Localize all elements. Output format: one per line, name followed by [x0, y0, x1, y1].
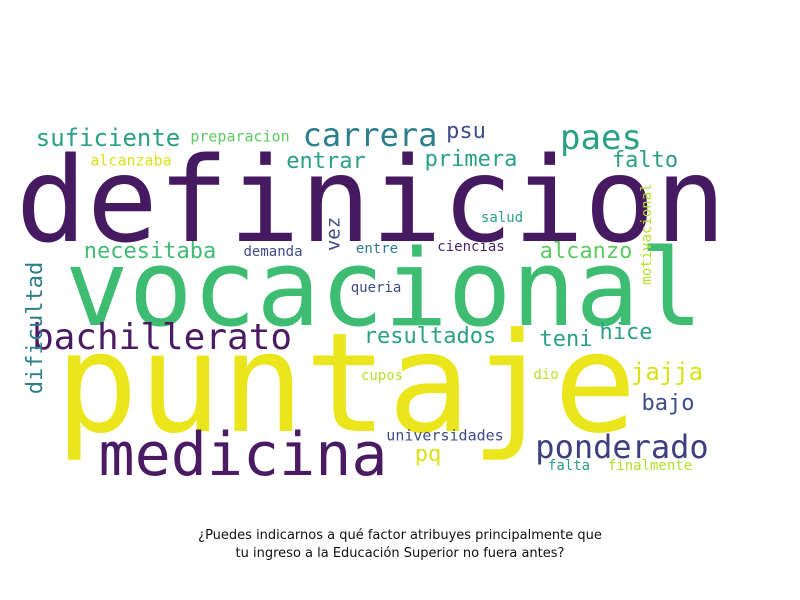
word-resultados: resultados: [363, 324, 497, 349]
word-ciencias: ciencias: [437, 239, 505, 255]
word-preparacion: preparacion: [190, 127, 290, 146]
word-finalmente: finalmente: [607, 458, 693, 474]
word-psu: psu: [446, 119, 486, 144]
word-motivacional: motivacional: [639, 183, 655, 285]
word-entrar: entrar: [286, 149, 366, 174]
word-bajo: bajo: [641, 391, 695, 416]
word-universidades: universidades: [386, 426, 504, 445]
word-alcanzo: alcanzo: [539, 239, 633, 264]
word-dio: dio: [533, 367, 559, 383]
word-jajja: jajja: [630, 358, 704, 386]
word-teni: teni: [539, 327, 593, 352]
word-alcanzaba: alcanzaba: [90, 151, 172, 170]
word-primera: primera: [424, 147, 518, 172]
caption-line-1: ¿Puedes indicarnos a qué factor atribuye…: [198, 528, 602, 543]
word-cloud: definicion vocacional puntaje medicina b…: [15, 116, 727, 490]
word-demanda: demanda: [243, 244, 303, 260]
word-necesitaba: necesitaba: [83, 239, 217, 264]
question-caption: ¿Puedes indicarnos a qué factor atribuye…: [0, 527, 800, 563]
word-cupos: cupos: [360, 368, 404, 384]
word-paes: paes: [560, 118, 642, 158]
word-vocacional: vocacional: [64, 227, 704, 350]
word-suficiente: suficiente: [35, 124, 181, 152]
word-dificultad: dificultad: [23, 261, 48, 395]
word-ponderado: ponderado: [535, 428, 709, 466]
word-falto: falto: [611, 148, 679, 173]
word-definicion: definicion: [15, 131, 727, 269]
word-vez: vez: [322, 216, 345, 252]
caption-line-2: tu ingreso a la Educación Superior no fu…: [235, 546, 565, 561]
word-carrera: carrera: [302, 116, 438, 154]
word-pq: pq: [414, 442, 442, 467]
word-salud: salud: [480, 210, 524, 226]
word-hice: hice: [599, 320, 653, 345]
word-medicina: medicina: [98, 420, 388, 490]
word-entre: entre: [355, 241, 399, 257]
word-bachillerato: bachillerato: [31, 317, 293, 358]
word-puntaje: puntaje: [55, 303, 637, 464]
word-queria: queria: [350, 280, 402, 296]
word-falta: falta: [547, 458, 591, 474]
